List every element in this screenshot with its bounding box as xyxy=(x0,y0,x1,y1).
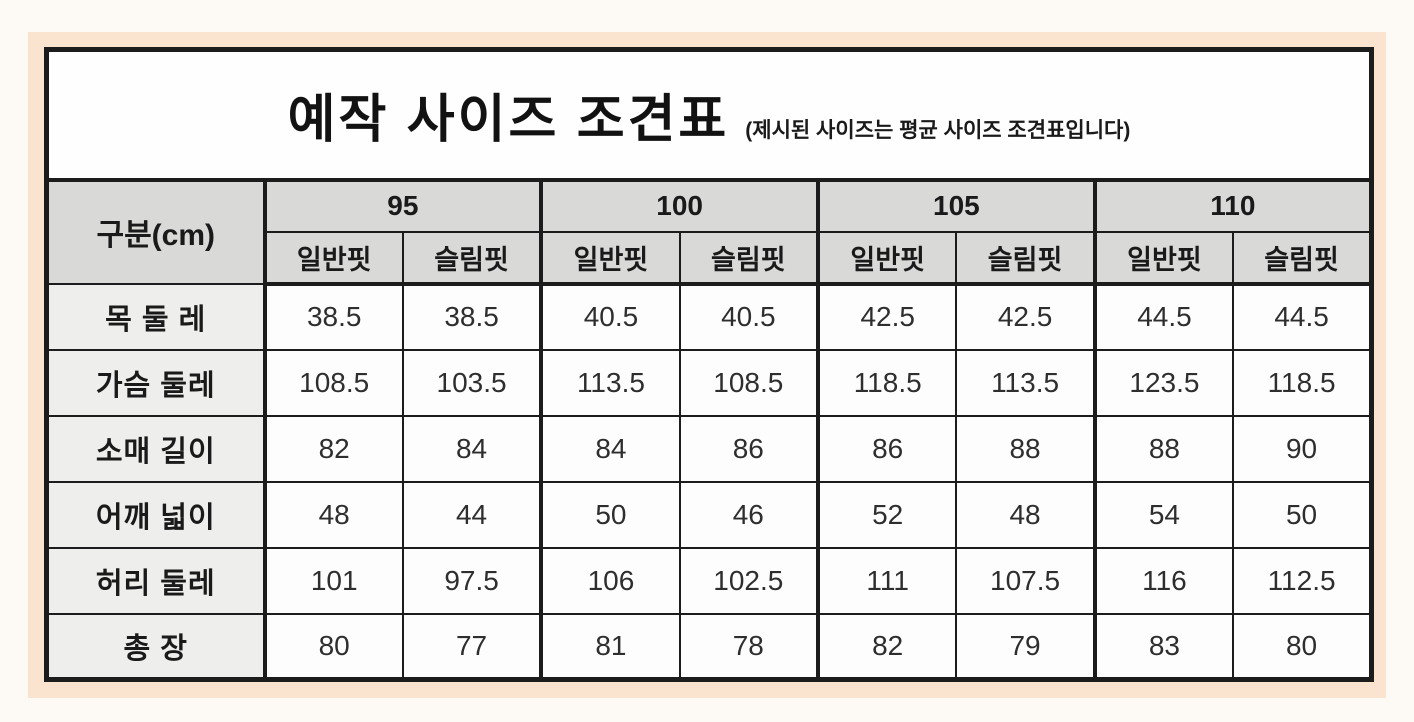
fit-header: 일반핏 xyxy=(815,230,958,286)
value-cell: 118.5 xyxy=(815,348,958,417)
value-cell: 80 xyxy=(262,612,404,681)
value-cell: 79 xyxy=(955,612,1096,681)
header-row-fits: 일반핏 슬림핏 일반핏 슬림핏 일반핏 슬림핏 일반핏 슬림핏 xyxy=(47,230,1373,286)
fit-header: 일반핏 xyxy=(539,230,681,286)
fit-header: 슬림핏 xyxy=(678,230,820,286)
title-row: 예작 사이즈 조견표 (제시된 사이즈는 평균 사이즈 조견표입니다) xyxy=(45,48,1373,182)
value-cell: 83 xyxy=(1092,612,1235,681)
row-label: 가슴 둘레 xyxy=(45,348,266,417)
value-cell: 123.5 xyxy=(1092,348,1235,417)
value-cell: 78 xyxy=(678,612,820,681)
table-row: 목 둘 레 38.5 38.5 40.5 40.5 42.5 42.5 44.5… xyxy=(45,282,1373,351)
table-row: 가슴 둘레 108.5 103.5 113.5 108.5 118.5 113.… xyxy=(45,348,1373,417)
value-cell: 80 xyxy=(1232,612,1373,681)
value-cell: 82 xyxy=(815,612,958,681)
size-group-105: 105 xyxy=(816,178,1096,233)
header-row-sizes: 구분(cm) 95 100 105 110 xyxy=(45,178,1373,285)
size-group-110: 110 xyxy=(1092,178,1373,233)
value-cell: 103.5 xyxy=(401,348,543,417)
value-cell: 102.5 xyxy=(678,546,820,615)
fit-header: 슬림핏 xyxy=(955,230,1096,286)
corner-header: 구분(cm) xyxy=(45,178,266,285)
value-cell: 118.5 xyxy=(1232,348,1373,417)
value-cell: 88 xyxy=(1092,414,1235,483)
value-cell: 112.5 xyxy=(1232,546,1373,615)
value-cell: 42.5 xyxy=(815,282,958,351)
value-cell: 90 xyxy=(1232,414,1373,483)
page-subtitle: (제시된 사이즈는 평균 사이즈 조견표입니다) xyxy=(745,119,1131,143)
value-cell: 86 xyxy=(815,414,958,483)
value-cell: 50 xyxy=(539,480,681,549)
size-group-100: 100 xyxy=(539,178,819,233)
value-cell: 44.5 xyxy=(1092,282,1235,351)
peach-frame: 예작 사이즈 조견표 (제시된 사이즈는 평균 사이즈 조견표입니다) 구분(c… xyxy=(28,32,1386,698)
table-row: 소매 길이 82 84 84 86 86 88 88 90 xyxy=(45,414,1373,483)
value-cell: 44 xyxy=(401,480,543,549)
table-row: 총 장 80 77 81 78 82 79 83 80 xyxy=(45,612,1373,681)
page-title: 예작 사이즈 조견표 xyxy=(287,91,730,150)
value-cell: 50 xyxy=(1232,480,1373,549)
table-row: 어깨 넓이 48 44 50 46 52 48 54 50 xyxy=(45,480,1373,549)
fit-header: 슬림핏 xyxy=(1232,230,1373,286)
value-cell: 48 xyxy=(262,480,404,549)
value-cell: 54 xyxy=(1092,480,1235,549)
size-chart-table: 예작 사이즈 조견표 (제시된 사이즈는 평균 사이즈 조견표입니다) 구분(c… xyxy=(44,47,1374,682)
value-cell: 44.5 xyxy=(1232,282,1373,351)
value-cell: 108.5 xyxy=(262,348,404,417)
value-cell: 116 xyxy=(1092,546,1235,615)
value-cell: 108.5 xyxy=(678,348,820,417)
row-label: 허리 둘레 xyxy=(45,546,266,615)
value-cell: 40.5 xyxy=(539,282,681,351)
value-cell: 84 xyxy=(401,414,543,483)
value-cell: 86 xyxy=(678,414,820,483)
value-cell: 113.5 xyxy=(955,348,1096,417)
row-label: 총 장 xyxy=(45,612,266,681)
row-label: 목 둘 레 xyxy=(45,282,266,351)
value-cell: 106 xyxy=(539,546,681,615)
value-cell: 107.5 xyxy=(955,546,1096,615)
value-cell: 38.5 xyxy=(401,282,543,351)
title-wrap: 예작 사이즈 조견표 (제시된 사이즈는 평균 사이즈 조견표입니다) xyxy=(49,77,1369,152)
value-cell: 48 xyxy=(955,480,1096,549)
value-cell: 82 xyxy=(262,414,404,483)
value-cell: 81 xyxy=(539,612,681,681)
value-cell: 88 xyxy=(955,414,1096,483)
fit-header: 일반핏 xyxy=(262,230,404,286)
row-label: 소매 길이 xyxy=(45,414,266,483)
row-label: 어깨 넓이 xyxy=(45,480,266,549)
value-cell: 111 xyxy=(815,546,958,615)
value-cell: 77 xyxy=(401,612,543,681)
table-title-cell: 예작 사이즈 조견표 (제시된 사이즈는 평균 사이즈 조견표입니다) xyxy=(45,48,1373,182)
value-cell: 52 xyxy=(815,480,958,549)
fit-header: 슬림핏 xyxy=(401,230,543,286)
fit-header: 일반핏 xyxy=(1092,230,1235,286)
value-cell: 97.5 xyxy=(401,546,543,615)
value-cell: 84 xyxy=(539,414,681,483)
value-cell: 46 xyxy=(678,480,820,549)
value-cell: 101 xyxy=(262,546,404,615)
value-cell: 113.5 xyxy=(539,348,681,417)
table-row: 허리 둘레 101 97.5 106 102.5 111 107.5 116 1… xyxy=(45,546,1373,615)
value-cell: 42.5 xyxy=(955,282,1096,351)
value-cell: 38.5 xyxy=(262,282,404,351)
value-cell: 40.5 xyxy=(678,282,820,351)
size-group-95: 95 xyxy=(262,178,543,233)
